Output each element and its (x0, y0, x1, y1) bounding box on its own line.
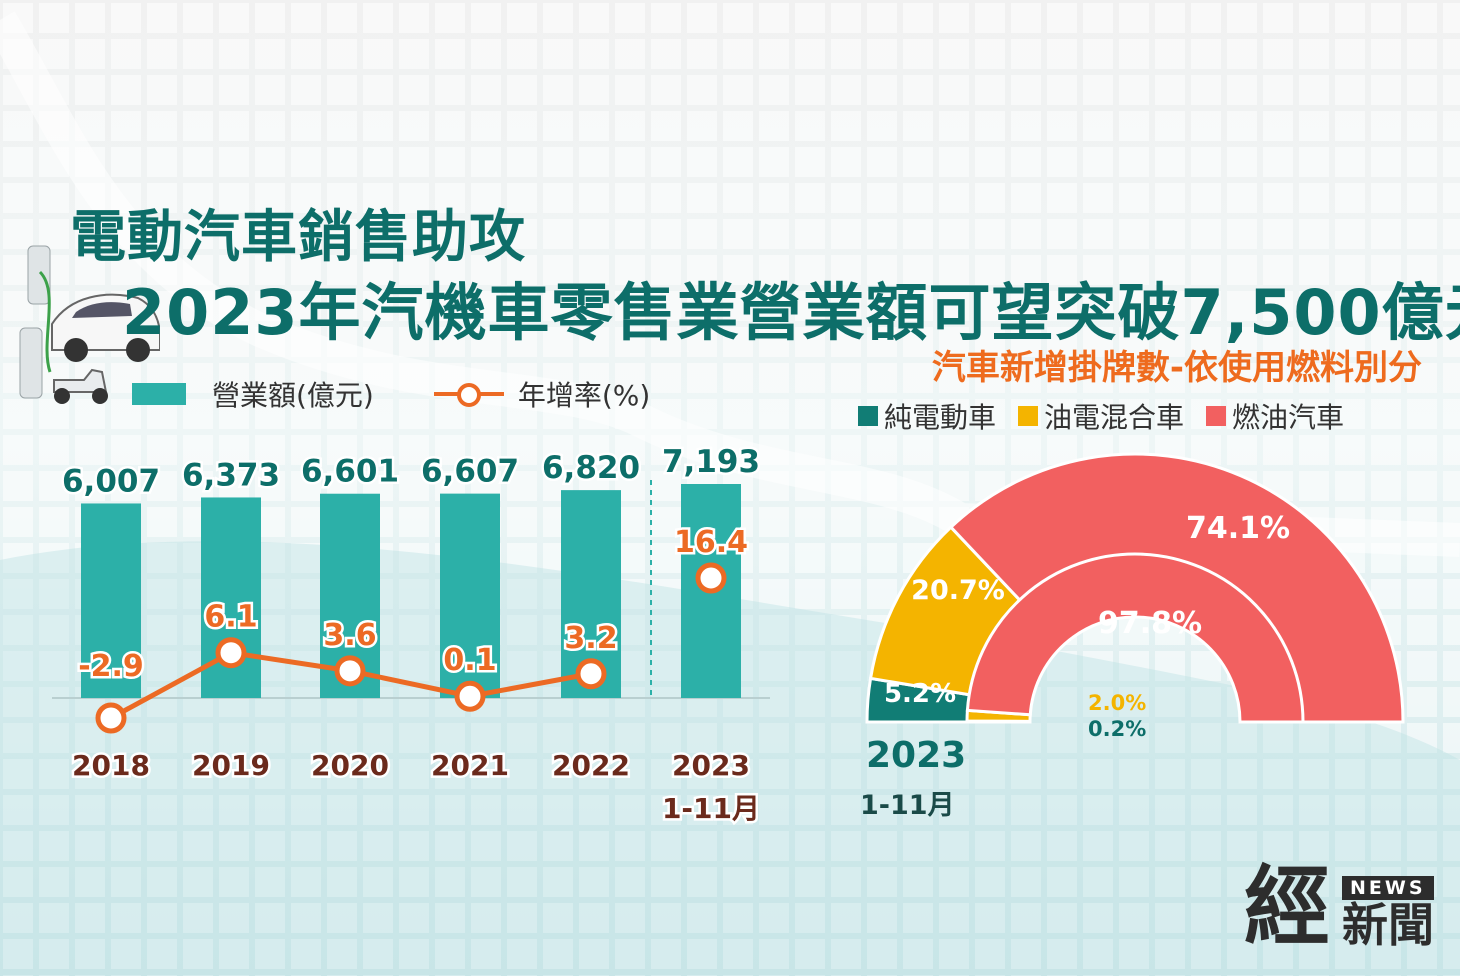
scooter-icon (53, 368, 108, 393)
logo-character: 經 (1244, 856, 1330, 957)
growth-label-2020: 3.6 (323, 618, 376, 653)
label-hybrid-ring-1: 20.7% (911, 575, 1005, 606)
legend-hybrid-label: 油電混合車 (1044, 401, 1185, 434)
donut-period: 1-11月 (860, 790, 955, 821)
growth-label-2023: 16.4 (674, 525, 748, 560)
legend-ev-label: 純電動車 (884, 401, 997, 434)
growth-label-2019: 6.1 (204, 600, 257, 635)
growth-point-2020 (334, 655, 366, 687)
bar-value-label-2018: 6,007 (62, 463, 160, 499)
label-ev-ring-2: 0.2% (1088, 717, 1146, 740)
legend-line-label: 年增率(%) (517, 379, 651, 412)
news-logo: 經 NEWS 新聞 (1244, 864, 1444, 960)
label-fuel-ring-2: 97.8% (1098, 606, 1202, 641)
pie-legend: 純電動車 油電混合車 燃油汽車 (858, 396, 1366, 436)
growth-point-2021 (454, 680, 486, 712)
donut-year: 2023 (866, 735, 967, 776)
logo-text: 新聞 (1342, 898, 1434, 952)
logo-news-badge: NEWS (1342, 876, 1434, 900)
legend-bar-label: 營業額(億元) (212, 379, 374, 412)
legend-item-fuel: 燃油汽車 (1206, 396, 1344, 436)
label-fuel-ring-1: 74.1% (1186, 511, 1290, 546)
growth-label-2022: 3.2 (564, 621, 617, 656)
pie-subtitle: 汽車新增掛牌數-依使用燃料別分 (931, 348, 1422, 388)
bar-chart-legend: 營業額(億元) 年增率(%) (132, 372, 650, 416)
legend-fuel-swatch (1206, 406, 1227, 426)
legend-line-swatch (433, 383, 504, 407)
bar-2021 (440, 493, 500, 698)
label-ev-ring-1: 5.2% (884, 679, 956, 709)
x-tick-2019: 2019 (192, 749, 270, 782)
growth-label-2021: 0.1 (443, 643, 496, 678)
growth-label-2018: -2.9 (78, 649, 144, 684)
growth-point-2018 (95, 702, 127, 734)
legend-bar-swatch (132, 383, 186, 405)
x-tick-2021: 2021 (431, 749, 509, 782)
legend-item-ev: 純電動車 (858, 396, 996, 436)
growth-point-2022 (575, 658, 607, 690)
bar-value-label-2019: 6,373 (182, 457, 280, 493)
legend-hybrid-swatch (1018, 406, 1039, 426)
legend-ev-swatch (858, 406, 878, 426)
label-hybrid-ring-2: 2.0% (1088, 691, 1146, 715)
charger-icon (27, 245, 51, 305)
x-tick-2020: 2020 (311, 749, 389, 782)
bar-value-label-2020: 6,601 (301, 454, 399, 490)
ev-charging-illustration (19, 245, 160, 404)
bar-value-label-2022: 6,820 (542, 450, 640, 486)
fuel-share-half-donut: 5.2% 20.7% 74.1% 97.8% 2.0%0.2% (865, 452, 1405, 740)
legend-fuel-label: 燃油汽車 (1232, 401, 1345, 434)
bar-value-label-2023: 7,193 (662, 444, 760, 480)
growth-point-2019 (215, 637, 247, 669)
bar-value-label-2021: 6,607 (421, 454, 519, 490)
x-tick-2018: 2018 (72, 749, 150, 782)
title-line-2: 2023年汽機車零售業營業額可望突破7,500億元 (122, 276, 1460, 349)
x-tick-2022: 2022 (552, 749, 630, 782)
legend-item-hybrid: 油電混合車 (1018, 396, 1184, 436)
x-tick-2023: 2023 (672, 749, 750, 782)
growth-point-2023 (695, 562, 727, 594)
title-line-1: 電動汽車銷售助攻 (70, 205, 526, 270)
revenue-bar-chart: 6,007 2018 6,373 2019 6,601 2020 6,607 2021 6,82… (52, 442, 770, 828)
car-icon (51, 293, 160, 351)
slice-fuel-ring-2 (965, 552, 1305, 724)
x-tick-sub-2023: 1-11月 (662, 792, 760, 825)
bar-2018 (81, 503, 141, 698)
